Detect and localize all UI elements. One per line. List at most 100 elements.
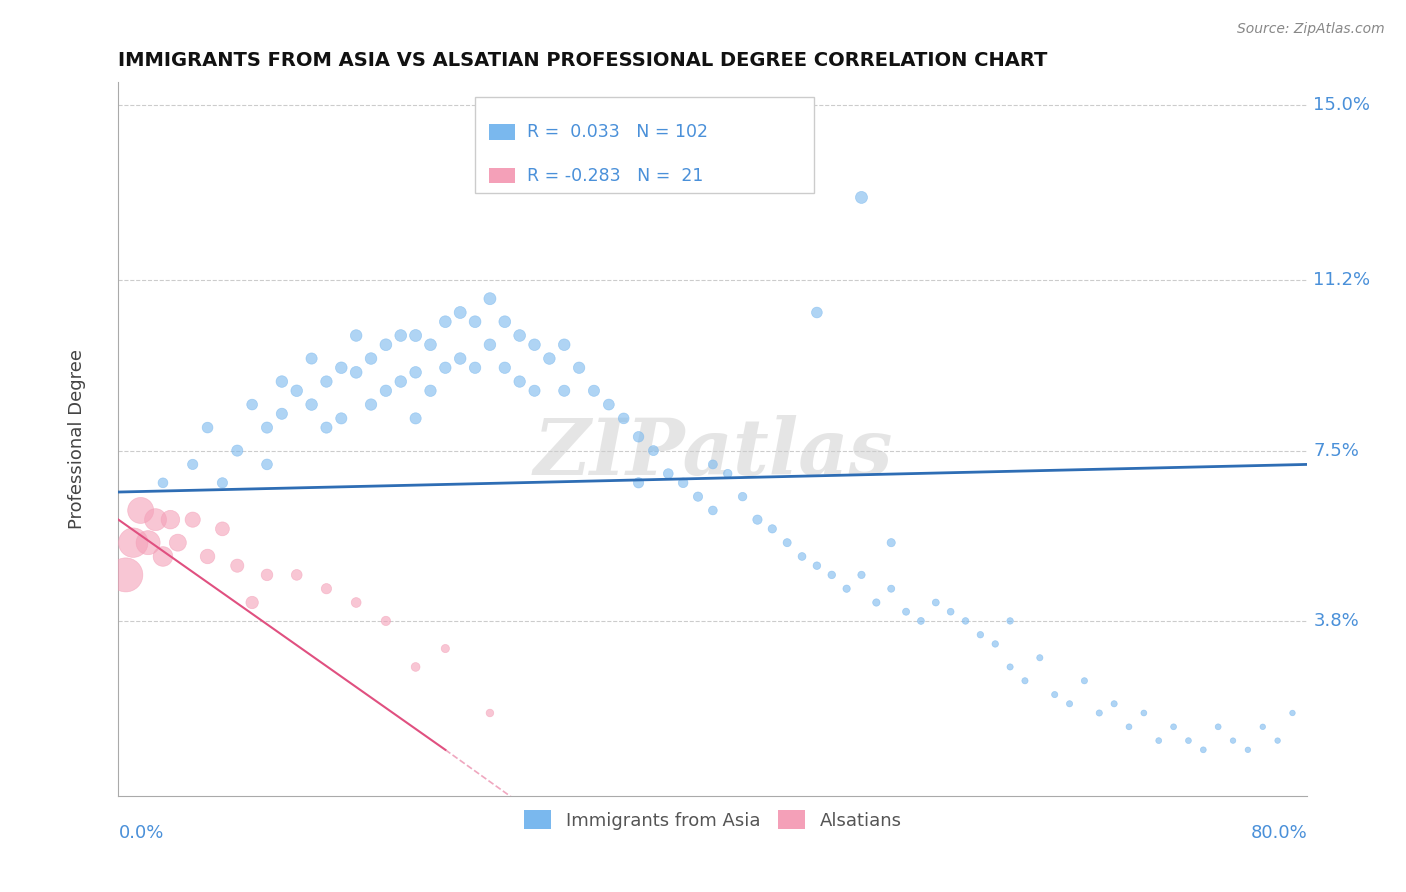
- Point: [226, 443, 249, 458]
- Point: [330, 411, 353, 425]
- Point: [419, 384, 441, 398]
- Point: [523, 337, 546, 351]
- Point: [969, 628, 991, 642]
- Point: [360, 398, 382, 412]
- Point: [405, 328, 427, 343]
- Point: [301, 351, 323, 366]
- Point: [613, 411, 636, 425]
- Point: [434, 641, 457, 656]
- Point: [211, 522, 233, 536]
- Point: [761, 522, 783, 536]
- Point: [256, 420, 278, 434]
- Text: 3.8%: 3.8%: [1313, 612, 1360, 630]
- Point: [419, 337, 441, 351]
- Point: [672, 475, 695, 490]
- Point: [405, 365, 427, 379]
- Point: [240, 398, 263, 412]
- Point: [643, 443, 665, 458]
- Point: [478, 337, 501, 351]
- Point: [374, 337, 396, 351]
- Point: [315, 375, 337, 389]
- Point: [509, 375, 531, 389]
- Point: [553, 337, 575, 351]
- Point: [1059, 697, 1081, 711]
- Point: [984, 637, 1007, 651]
- Point: [211, 475, 233, 490]
- Point: [851, 567, 873, 582]
- Point: [553, 384, 575, 398]
- Text: R = -0.283   N =  21: R = -0.283 N = 21: [527, 167, 704, 185]
- Point: [1118, 720, 1140, 734]
- Point: [129, 503, 152, 517]
- Point: [449, 351, 471, 366]
- Point: [998, 660, 1021, 674]
- Point: [256, 458, 278, 472]
- FancyBboxPatch shape: [475, 96, 814, 193]
- Point: [851, 190, 873, 204]
- Point: [301, 398, 323, 412]
- Point: [360, 351, 382, 366]
- Point: [702, 503, 724, 517]
- Point: [1088, 706, 1111, 720]
- Point: [1133, 706, 1156, 720]
- Point: [152, 475, 174, 490]
- Point: [1281, 706, 1303, 720]
- Point: [166, 535, 188, 549]
- Text: 0.0%: 0.0%: [118, 824, 163, 842]
- Point: [582, 384, 605, 398]
- Point: [939, 605, 962, 619]
- Point: [197, 420, 219, 434]
- Point: [1163, 720, 1185, 734]
- Point: [880, 535, 903, 549]
- Point: [925, 595, 948, 609]
- Point: [478, 706, 501, 720]
- Point: [344, 365, 367, 379]
- Point: [821, 567, 844, 582]
- Point: [315, 582, 337, 596]
- FancyBboxPatch shape: [489, 168, 516, 184]
- Point: [1014, 673, 1036, 688]
- Point: [494, 360, 516, 375]
- Point: [434, 360, 457, 375]
- Point: [1251, 720, 1274, 734]
- Point: [464, 360, 486, 375]
- Point: [790, 549, 813, 564]
- Point: [955, 614, 977, 628]
- Point: [1267, 733, 1289, 747]
- Point: [181, 513, 204, 527]
- Point: [731, 490, 754, 504]
- Point: [627, 475, 650, 490]
- Point: [509, 328, 531, 343]
- Point: [136, 535, 159, 549]
- Point: [1222, 733, 1244, 747]
- Point: [285, 384, 308, 398]
- Text: Professional Degree: Professional Degree: [67, 349, 86, 529]
- Point: [568, 360, 591, 375]
- Point: [315, 420, 337, 434]
- Point: [464, 315, 486, 329]
- Point: [776, 535, 799, 549]
- Point: [910, 614, 932, 628]
- Point: [880, 582, 903, 596]
- Point: [538, 351, 561, 366]
- Text: 15.0%: 15.0%: [1313, 96, 1371, 114]
- Point: [717, 467, 740, 481]
- Text: Source: ZipAtlas.com: Source: ZipAtlas.com: [1237, 22, 1385, 37]
- Point: [1177, 733, 1199, 747]
- Point: [270, 375, 292, 389]
- Text: 11.2%: 11.2%: [1313, 271, 1371, 289]
- Point: [122, 535, 145, 549]
- Point: [806, 558, 828, 573]
- Point: [389, 375, 412, 389]
- Point: [494, 315, 516, 329]
- Point: [374, 384, 396, 398]
- Point: [344, 595, 367, 609]
- Point: [627, 430, 650, 444]
- Point: [657, 467, 679, 481]
- Point: [1043, 688, 1066, 702]
- Point: [405, 411, 427, 425]
- Legend: Immigrants from Asia, Alsatians: Immigrants from Asia, Alsatians: [517, 803, 908, 837]
- Point: [374, 614, 396, 628]
- Point: [747, 513, 769, 527]
- Point: [1147, 733, 1170, 747]
